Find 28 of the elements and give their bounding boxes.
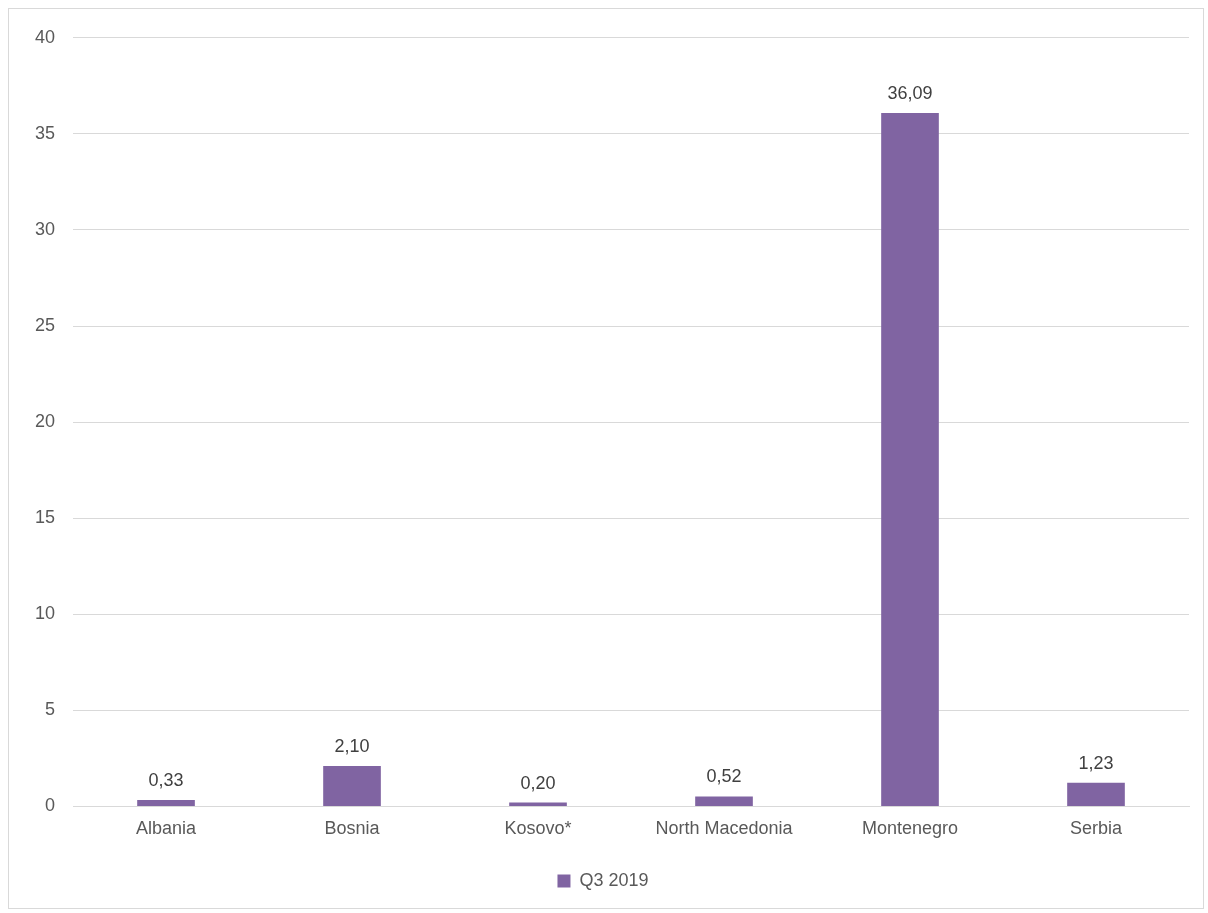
- x-tick-label: North Macedonia: [655, 818, 794, 839]
- y-tick-label: 5: [45, 699, 56, 720]
- x-tick-label: Albania: [136, 818, 198, 839]
- y-tick-label: 25: [34, 314, 56, 335]
- y-tick-label: 10: [34, 603, 56, 624]
- legend-label: Q3 2019: [579, 869, 649, 890]
- text: 1,23: [1078, 752, 1114, 773]
- bar: [881, 112, 939, 806]
- bar: [1067, 782, 1125, 806]
- text: 0,20: [520, 772, 556, 793]
- x-tick-label: Bosnia: [324, 818, 381, 839]
- text: 2,10: [334, 736, 370, 757]
- y-tick-label: 0: [45, 795, 56, 816]
- y-tick-label: 35: [34, 122, 56, 143]
- y-tick-label: 20: [34, 411, 56, 432]
- x-tick-label: Kosovo*: [504, 818, 572, 839]
- bar: [137, 800, 195, 806]
- bar: [695, 796, 753, 806]
- y-tick-label: 15: [34, 507, 56, 528]
- y-tick-label: 40: [34, 26, 56, 47]
- bar: [323, 766, 381, 806]
- text: 36,09: [887, 82, 933, 103]
- y-tick-label: 30: [34, 218, 56, 239]
- text: 0,52: [706, 766, 742, 787]
- bar: [509, 802, 567, 806]
- x-tick-label: Montenegro: [861, 818, 959, 839]
- x-tick-label: Serbia: [1069, 818, 1124, 839]
- text: 0,33: [148, 770, 184, 791]
